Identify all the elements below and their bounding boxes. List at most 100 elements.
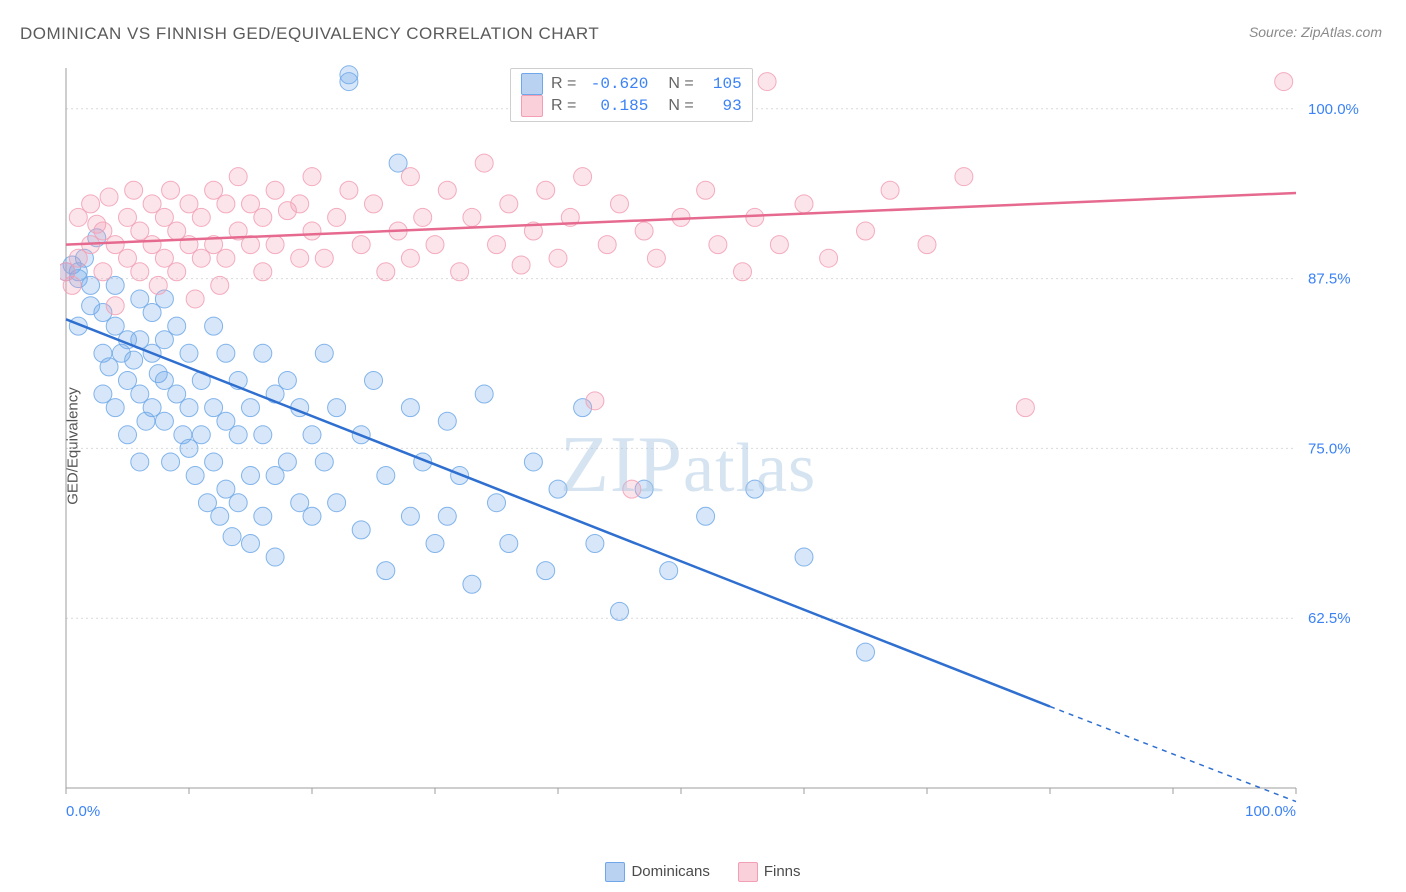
series-legend-label: Finns xyxy=(764,863,801,880)
scatter-point xyxy=(205,317,223,335)
scatter-point xyxy=(155,412,173,430)
scatter-point xyxy=(795,195,813,213)
scatter-point xyxy=(328,494,346,512)
scatter-point xyxy=(438,181,456,199)
scatter-point xyxy=(211,507,229,525)
scatter-point xyxy=(549,480,567,498)
scatter-point xyxy=(598,236,616,254)
scatter-point xyxy=(119,426,137,444)
scatter-point xyxy=(131,453,149,471)
y-tick-label: 75.0% xyxy=(1308,440,1351,457)
scatter-point xyxy=(217,195,235,213)
scatter-point xyxy=(623,480,641,498)
scatter-point xyxy=(217,249,235,267)
scatter-point xyxy=(315,249,333,267)
scatter-point xyxy=(463,575,481,593)
scatter-point xyxy=(205,453,223,471)
scatter-point xyxy=(106,297,124,315)
scatter-point xyxy=(549,249,567,267)
scatter-point xyxy=(537,562,555,580)
scatter-point xyxy=(131,263,149,281)
scatter-point xyxy=(488,236,506,254)
scatter-point xyxy=(820,249,838,267)
scatter-point xyxy=(1275,73,1293,91)
scatter-point xyxy=(162,453,180,471)
scatter-point xyxy=(438,412,456,430)
scatter-point xyxy=(1016,399,1034,417)
scatter-point xyxy=(401,168,419,186)
scatter-point xyxy=(426,236,444,254)
scatter-point xyxy=(537,181,555,199)
scatter-point xyxy=(401,507,419,525)
legend-r-value: 0.185 xyxy=(584,95,648,117)
scatter-point xyxy=(82,195,100,213)
scatter-point xyxy=(857,222,875,240)
scatter-point xyxy=(291,195,309,213)
source-citation: Source: ZipAtlas.com xyxy=(1249,24,1382,40)
scatter-point xyxy=(266,181,284,199)
scatter-point xyxy=(242,399,260,417)
scatter-point xyxy=(475,154,493,172)
scatter-point xyxy=(611,602,629,620)
scatter-point xyxy=(278,453,296,471)
legend-swatch xyxy=(521,73,543,95)
legend-n-label: N = xyxy=(668,73,693,95)
scatter-point xyxy=(770,236,788,254)
scatter-point xyxy=(242,467,260,485)
scatter-point xyxy=(365,195,383,213)
legend-r-label: R = xyxy=(551,95,576,117)
scatter-point xyxy=(254,426,272,444)
scatter-point xyxy=(303,507,321,525)
scatter-point xyxy=(352,521,370,539)
legend-swatch xyxy=(605,862,625,882)
scatter-point xyxy=(254,208,272,226)
scatter-point xyxy=(352,236,370,254)
legend-swatch xyxy=(738,862,758,882)
scatter-point xyxy=(414,208,432,226)
legend-row: R = -0.620N = 105 xyxy=(521,73,742,95)
y-tick-label: 62.5% xyxy=(1308,610,1351,627)
scatter-point xyxy=(242,534,260,552)
series-legend: Dominicans Finns xyxy=(0,862,1406,882)
scatter-point xyxy=(524,453,542,471)
legend-n-label: N = xyxy=(668,95,693,117)
scatter-point xyxy=(125,181,143,199)
scatter-point xyxy=(162,181,180,199)
scatter-point xyxy=(758,73,776,91)
scatter-point xyxy=(881,181,899,199)
legend-n-value: 93 xyxy=(702,95,742,117)
x-tick-label: 0.0% xyxy=(66,803,100,820)
scatter-point xyxy=(168,317,186,335)
scatter-point xyxy=(512,256,530,274)
scatter-point xyxy=(697,181,715,199)
scatter-point xyxy=(438,507,456,525)
scatter-point xyxy=(340,73,358,91)
scatter-point xyxy=(451,263,469,281)
series-legend-label: Dominicans xyxy=(631,863,709,880)
scatter-point xyxy=(365,371,383,389)
scatter-point xyxy=(328,208,346,226)
series-legend-item: Finns xyxy=(738,862,801,882)
x-tick-label: 100.0% xyxy=(1245,803,1296,820)
scatter-point xyxy=(229,168,247,186)
scatter-point xyxy=(918,236,936,254)
scatter-point xyxy=(149,276,167,294)
scatter-point xyxy=(857,643,875,661)
scatter-point xyxy=(586,392,604,410)
trend-line-extrapolated xyxy=(1050,706,1296,801)
series-legend-item: Dominicans xyxy=(605,862,709,882)
scatter-point xyxy=(303,168,321,186)
scatter-point xyxy=(315,453,333,471)
scatter-point xyxy=(746,480,764,498)
scatter-point xyxy=(377,562,395,580)
scatter-point xyxy=(106,399,124,417)
scatter-point xyxy=(63,276,81,294)
scatter-point xyxy=(500,534,518,552)
scatter-point xyxy=(180,399,198,417)
scatter-point xyxy=(426,534,444,552)
scatter-point xyxy=(660,562,678,580)
scatter-point xyxy=(488,494,506,512)
legend-r-label: R = xyxy=(551,73,576,95)
scatter-point xyxy=(401,399,419,417)
y-tick-label: 87.5% xyxy=(1308,271,1351,288)
